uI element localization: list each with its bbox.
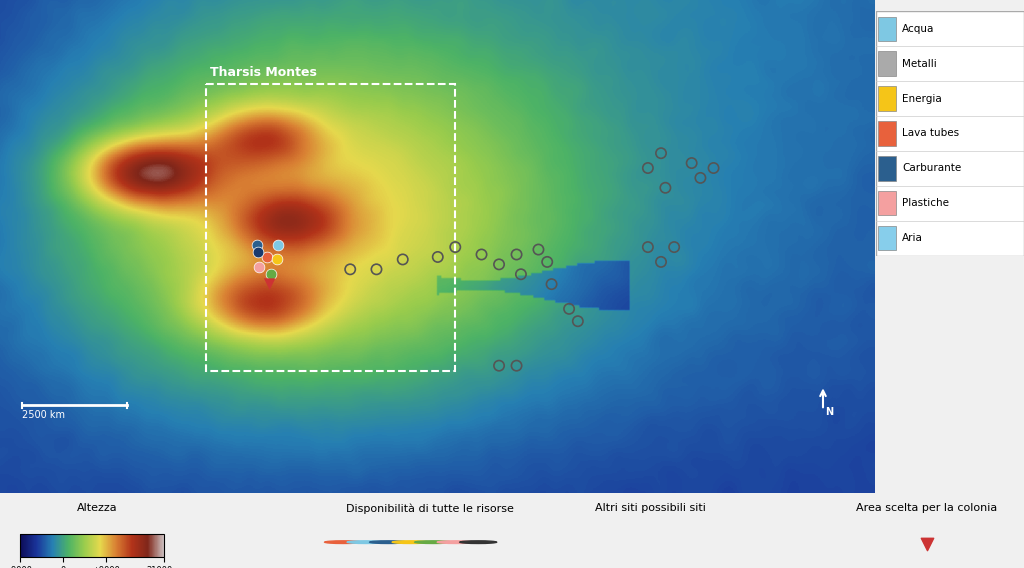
Text: Tharsis Montes: Tharsis Montes — [210, 66, 317, 79]
Point — [692, 173, 709, 182]
Circle shape — [370, 541, 407, 544]
Bar — [879, 52, 896, 76]
Point — [513, 270, 529, 279]
Text: Carburante: Carburante — [902, 164, 962, 173]
Bar — [879, 191, 896, 215]
Bar — [879, 156, 896, 181]
Point — [473, 250, 489, 259]
Text: Altezza: Altezza — [77, 503, 118, 513]
Bar — [879, 226, 896, 250]
Bar — [879, 122, 896, 145]
Point — [508, 250, 524, 259]
Point — [261, 279, 278, 289]
Point — [250, 248, 266, 257]
Point — [561, 304, 578, 314]
Text: Acqua: Acqua — [902, 24, 935, 34]
Text: N: N — [825, 407, 834, 417]
Point — [657, 183, 674, 193]
Point — [268, 255, 285, 264]
Text: Aria: Aria — [902, 233, 923, 243]
Circle shape — [460, 541, 497, 544]
Point — [640, 243, 656, 252]
Point — [270, 240, 287, 249]
Point — [706, 164, 722, 173]
Point — [490, 260, 507, 269]
Point — [251, 262, 267, 272]
Point — [569, 317, 586, 326]
Bar — [206, 84, 456, 371]
Text: Lava tubes: Lava tubes — [902, 128, 959, 139]
Point — [249, 240, 265, 249]
Text: Plastiche: Plastiche — [902, 198, 949, 208]
Text: Area scelta per la colonia: Area scelta per la colonia — [856, 503, 997, 513]
Circle shape — [437, 541, 474, 544]
Point — [653, 149, 670, 158]
Circle shape — [392, 541, 429, 544]
Circle shape — [415, 541, 452, 544]
Point — [447, 243, 464, 252]
Point — [508, 361, 524, 370]
Point — [653, 257, 670, 266]
Circle shape — [325, 541, 361, 544]
Point — [640, 164, 656, 173]
Point — [259, 252, 275, 261]
Point — [530, 245, 547, 254]
Bar — [879, 16, 896, 41]
Point — [263, 270, 280, 279]
Point — [369, 265, 385, 274]
Point — [544, 279, 560, 289]
Text: Disponibilità di tutte le risorse: Disponibilità di tutte le risorse — [346, 503, 514, 513]
Point — [394, 255, 411, 264]
Text: Energia: Energia — [902, 94, 942, 103]
Point — [490, 361, 507, 370]
Point — [683, 158, 699, 168]
Text: Altri siti possibili siti: Altri siti possibili siti — [595, 503, 706, 513]
Point — [666, 243, 682, 252]
Text: Metalli: Metalli — [902, 59, 937, 69]
Circle shape — [347, 541, 384, 544]
Text: 2500 km: 2500 km — [22, 410, 65, 420]
Point — [342, 265, 358, 274]
Point — [539, 257, 555, 266]
Point — [430, 252, 446, 261]
Bar — [879, 86, 896, 111]
